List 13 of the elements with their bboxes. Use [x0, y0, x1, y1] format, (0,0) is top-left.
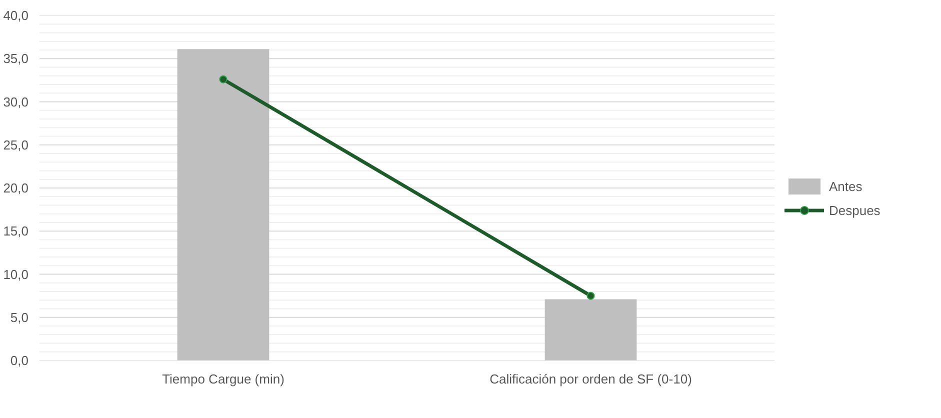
- y-tick-label: 30,0: [3, 94, 29, 110]
- y-tick-label: 25,0: [3, 137, 29, 152]
- y-tick-label: 35,0: [3, 51, 29, 66]
- y-tick-label: 15,0: [3, 224, 29, 239]
- y-tick-label: 5,0: [10, 310, 29, 325]
- y-tick-label: 40,0: [3, 8, 29, 23]
- legend-label: Despues: [829, 202, 880, 218]
- y-tick-label: 20,0: [3, 180, 29, 196]
- y-tick-label: 0,0: [10, 353, 29, 368]
- legend-label: Antes: [829, 178, 862, 194]
- y-tick-label: 10,0: [3, 266, 29, 282]
- x-tick-label: Tiempo Cargue (min): [162, 372, 284, 386]
- x-tick-label: Calificación por orden de SF (0-10): [490, 372, 692, 386]
